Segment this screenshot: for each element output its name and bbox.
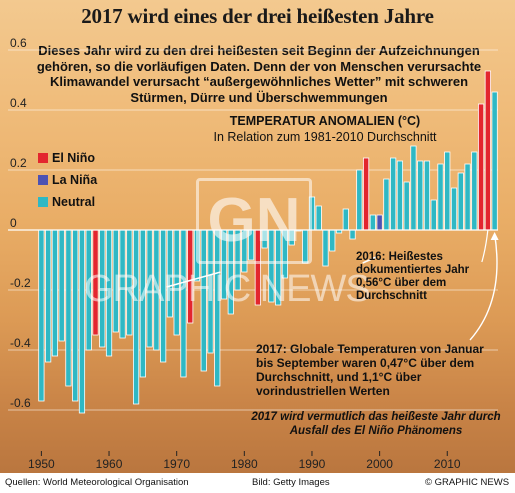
y-tick-label-5: -0.4: [10, 336, 31, 350]
bar-2013: [464, 163, 471, 231]
legend-label-la-nina: La Niña: [52, 173, 98, 187]
watermark-logo: GN: [196, 178, 312, 264]
bar-1992: [322, 229, 329, 267]
bar-1999: [369, 214, 376, 231]
bar-2008: [430, 199, 437, 231]
bar-1995: [342, 208, 349, 231]
bar-1950: [38, 229, 45, 402]
chart-title: TEMPERATUR ANOMALIEN (°C): [229, 114, 421, 128]
legend-swatch-la-nina: [38, 175, 48, 185]
bar-1996: [349, 229, 356, 240]
bar-2014: [471, 151, 478, 231]
bar-1993: [329, 229, 336, 252]
bar-2012: [457, 172, 464, 231]
trend-line-0: [166, 271, 221, 288]
bar-2005: [410, 145, 417, 231]
bar-1991: [315, 205, 322, 231]
trend-line-1: [362, 256, 377, 264]
legend-swatch-el-nino: [38, 153, 48, 163]
y-tick-label-6: -0.6: [10, 396, 31, 410]
bar-1954: [65, 229, 72, 387]
bar-1997: [356, 169, 363, 231]
bar-1964: [133, 229, 140, 405]
y-tick-label-2: 0.2: [10, 156, 27, 170]
x-tick-label-2010: 2010: [434, 457, 461, 471]
bar-2007: [423, 160, 431, 231]
y-tick-label-0: 0.6: [10, 36, 27, 50]
bar-2010: [444, 151, 451, 231]
bar-2017: [491, 91, 498, 231]
bar-2006: [417, 160, 424, 231]
legend-swatch-neutral: [38, 197, 48, 207]
bar-2004: [403, 181, 410, 231]
x-tick-label-1970: 1970: [163, 457, 190, 471]
x-tick-label-1960: 1960: [96, 457, 123, 471]
legend-label-neutral: Neutral: [52, 195, 96, 209]
legend-label-el-nino: El Niño: [52, 151, 96, 165]
x-tick-label-1990: 1990: [299, 457, 326, 471]
bar-2009: [437, 163, 444, 231]
bar-1955: [72, 229, 79, 402]
bar-2003: [396, 160, 403, 231]
annotation-2016: 2016: Heißestes dokumentiertes Jahr 0,56…: [356, 251, 470, 302]
y-tick-label-1: 0.4: [10, 96, 27, 110]
x-tick-label-1980: 1980: [231, 457, 258, 471]
bar-2001: [383, 178, 390, 231]
bar-1952: [51, 229, 58, 357]
bar-1998: [363, 157, 370, 231]
chart-subtitle: In Relation zum 1981-2010 Durchschnitt: [213, 130, 437, 144]
bar-1956: [78, 229, 86, 414]
bar-1951: [45, 229, 52, 363]
bar-2015: [478, 103, 485, 231]
y-tick-label-4: -0.2: [10, 276, 31, 290]
leader-2017: [469, 233, 498, 341]
leader-2016: [481, 229, 489, 263]
bar-2000: [376, 214, 383, 231]
footer: Quellen: World Meteorological Organisati…: [0, 473, 515, 493]
leader-2017-arrowhead: [490, 232, 499, 240]
bar-2016: [484, 70, 491, 231]
annotation-2017: 2017: Globale Temperaturen von Januar bi…: [256, 342, 484, 398]
legend-item-el-nino: El Niño: [38, 151, 96, 165]
legend-item-la-nina: La Niña: [38, 173, 98, 187]
temperature-anomaly-chart: 0.6 0.4 0.2 0 -0.2 -0.4 -0.6 1950 1960 1970 1980 19…: [8, 36, 499, 471]
x-tick-label-1950: 1950: [28, 457, 55, 471]
bar-2011: [450, 187, 458, 231]
watermark-text: GRAPHIC NEWS: [84, 268, 371, 310]
bar-2002: [390, 157, 397, 231]
legend-item-neutral: Neutral: [38, 195, 96, 209]
y-tick-label-3: 0: [10, 216, 17, 230]
bar-1953: [58, 229, 65, 342]
x-tick-label-2000: 2000: [366, 457, 393, 471]
annotation-el-nino-outlook: 2017 wird vermutlich das heißeste Jahr d…: [251, 411, 501, 437]
intro-text: Dieses Jahr wird zu den drei heißesten s…: [36, 43, 482, 105]
source-credit: Quellen: World Meteorological Organisati…: [5, 477, 189, 488]
image-credit: Bild: Getty Images: [252, 477, 330, 488]
page-title: 2017 wird eines der drei heißesten Jahre: [81, 4, 434, 28]
copyright: © GRAPHIC NEWS: [425, 477, 510, 488]
